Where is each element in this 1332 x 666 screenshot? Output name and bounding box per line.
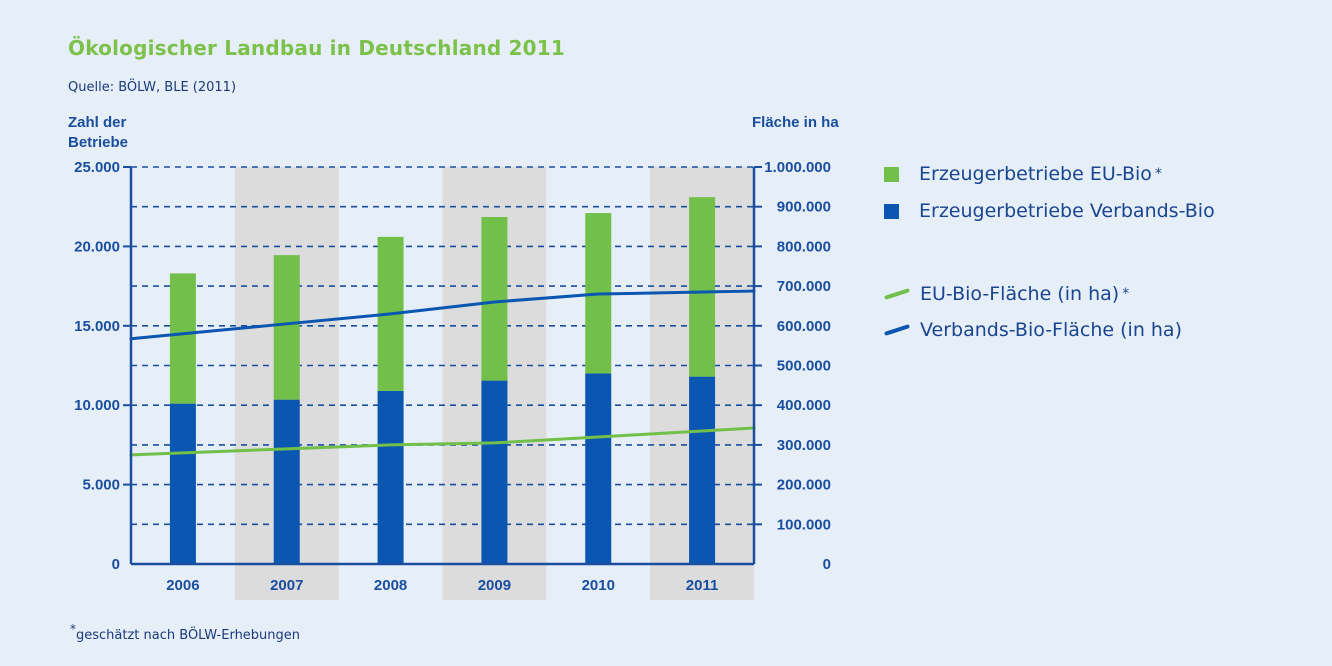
- right-tick-label: 400.000: [777, 397, 831, 414]
- legend-item: Verbands-Bio-Fläche (in ha): [884, 319, 1182, 341]
- legend-label: Verbands-Bio-Fläche (in ha): [920, 319, 1182, 341]
- x-tick-label: 2011: [686, 577, 719, 594]
- bar-verbands-bio: [169, 403, 196, 564]
- chart-source: Quelle: BÖLW, BLE (2011): [68, 80, 237, 95]
- bar-verbands-bio: [585, 373, 612, 564]
- right-tick-label: 700.000: [777, 278, 831, 295]
- left-tick-label: 5.000: [82, 477, 120, 494]
- bar-eu-bio: [481, 217, 508, 381]
- left-axis-title-line1: Zahl der: [68, 114, 127, 131]
- footnote-marker: *: [70, 622, 76, 636]
- x-tick-label: 2010: [582, 577, 615, 594]
- left-tick-label: 25.000: [74, 159, 120, 176]
- footnote-text: geschätzt nach BÖLW-Erhebungen: [76, 628, 301, 643]
- legend-marker: *: [1122, 286, 1130, 302]
- line-verbands-bio-flaeche: [129, 289, 756, 341]
- bar-verbands-bio: [689, 376, 716, 564]
- bar-verbands-bio: [273, 399, 300, 564]
- right-tick-label: 0: [823, 556, 831, 573]
- footnote: *geschätzt nach BÖLW-Erhebungen: [70, 622, 300, 643]
- right-tick-label: 600.000: [777, 318, 831, 335]
- left-tick-label: 10.000: [74, 397, 120, 414]
- legend-marker: *: [1154, 166, 1162, 182]
- bar-eu-bio: [169, 273, 196, 404]
- line-eu-bio-flaeche: [129, 426, 756, 457]
- legend-item: Erzeugerbetriebe EU-Bio *: [884, 163, 1162, 185]
- left-tick-label: 20.000: [74, 238, 120, 255]
- right-tick-label: 1.000.000: [764, 159, 831, 176]
- legend-label: Erzeugerbetriebe EU-Bio: [919, 163, 1152, 185]
- left-tick-label: 0: [112, 556, 120, 573]
- bar-eu-bio: [689, 197, 716, 377]
- legend-swatch: [884, 203, 899, 219]
- x-tick-label: 2009: [478, 577, 511, 594]
- x-tick-label: 2008: [374, 577, 407, 594]
- right-tick-label: 500.000: [777, 358, 831, 375]
- x-tick-label: 2007: [270, 577, 303, 594]
- legend-swatch: [884, 288, 910, 300]
- legend-item: EU-Bio-Fläche (in ha) *: [884, 283, 1129, 305]
- left-axis-title-line2: Betriebe: [68, 134, 128, 151]
- chart-title: Ökologischer Landbau in Deutschland 2011: [68, 36, 566, 60]
- right-axis-title: Fläche in ha: [752, 114, 839, 131]
- left-tick-label: 15.000: [74, 318, 120, 335]
- bar-eu-bio: [273, 255, 300, 400]
- legend-item: Erzeugerbetriebe Verbands-Bio: [884, 200, 1215, 222]
- x-tick-label: 2006: [166, 577, 199, 594]
- right-tick-label: 100.000: [777, 516, 831, 533]
- right-tick-label: 800.000: [777, 238, 831, 255]
- right-tick-label: 300.000: [777, 437, 831, 454]
- legend-label: Erzeugerbetriebe Verbands-Bio: [919, 200, 1215, 222]
- bar-verbands-bio: [481, 380, 508, 564]
- legend-swatch: [884, 166, 899, 182]
- right-tick-label: 900.000: [777, 199, 831, 216]
- legend-label: EU-Bio-Fläche (in ha): [920, 283, 1120, 305]
- right-tick-label: 200.000: [777, 477, 831, 494]
- bar-verbands-bio: [377, 390, 404, 564]
- legend-swatch: [884, 324, 910, 336]
